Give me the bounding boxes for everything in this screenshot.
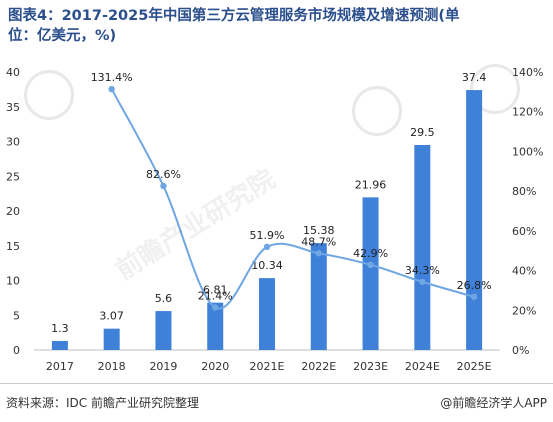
bar-value-label: 29.5 xyxy=(410,126,435,139)
bar xyxy=(51,340,68,350)
bar-value-label: 10.34 xyxy=(251,259,283,272)
bar-value-label: 5.6 xyxy=(155,292,173,305)
left-tick-label: 10 xyxy=(6,275,20,288)
x-tick-label: 2023E xyxy=(353,360,388,373)
x-tick-label: 2020 xyxy=(201,360,229,373)
combo-chart: 0 5 10 15 20 25 30 35 40 0% 20% 40% 60% 80% 100% 120% 14… xyxy=(6,66,543,373)
growth-point xyxy=(470,293,478,300)
watermark-logo-icon xyxy=(470,64,520,114)
bar xyxy=(259,278,275,350)
growth-value-label: 42.9% xyxy=(353,247,388,260)
left-tick-label: 35 xyxy=(6,101,20,114)
right-tick-label: 40% xyxy=(512,265,536,278)
left-tick-label: 5 xyxy=(13,309,20,322)
watermark-logo-icon xyxy=(24,70,74,120)
x-tick-label: 2017 xyxy=(46,360,74,373)
left-tick-label: 30 xyxy=(6,136,20,149)
bar xyxy=(362,197,379,350)
x-tick-label: 2025E xyxy=(457,360,492,373)
left-tick-label: 20 xyxy=(6,205,20,218)
growth-value-label: 82.6% xyxy=(146,168,181,181)
watermark-logo-icon xyxy=(352,86,402,136)
right-tick-label: 120% xyxy=(512,106,543,119)
right-tick-label: 80% xyxy=(512,185,536,198)
brand-credit: @前瞻经济学人APP xyxy=(440,396,547,410)
right-tick-label: 100% xyxy=(512,145,543,158)
right-tick-label: 140% xyxy=(512,66,543,79)
bar xyxy=(466,90,483,350)
left-tick-label: 15 xyxy=(6,240,20,253)
footer-divider xyxy=(0,383,553,384)
growth-point xyxy=(212,304,219,311)
right-tick-label: 20% xyxy=(512,304,536,317)
growth-point xyxy=(263,243,271,251)
x-tick-label: 2019 xyxy=(149,360,177,373)
right-tick-label: 0% xyxy=(512,344,529,357)
chart-title-line1: 图表4：2017-2025年中国第三方云管理服务市场规模及增速预测(单 xyxy=(8,8,460,24)
bar-value-label: 6.81 xyxy=(203,284,228,297)
growth-value-label: 51.9% xyxy=(250,229,285,242)
growth-point xyxy=(367,261,374,269)
growth-point xyxy=(108,85,115,93)
left-tick-label: 0 xyxy=(13,344,20,357)
bar-value-label: 21.96 xyxy=(355,178,387,191)
bar-value-label: 15.38 xyxy=(303,224,335,237)
source-note: 资料来源：IDC 前瞻产业研究院整理 xyxy=(6,396,199,410)
bar xyxy=(103,328,120,350)
left-tick-label: 25 xyxy=(6,170,20,183)
left-tick-label: 40 xyxy=(6,66,20,79)
x-tick-label: 2021E xyxy=(250,360,285,373)
bar xyxy=(155,311,172,350)
bar-value-label: 37.4 xyxy=(462,71,487,84)
bar xyxy=(207,302,224,350)
bar-value-label: 1.3 xyxy=(51,322,69,335)
growth-point xyxy=(419,278,426,286)
bar xyxy=(310,243,327,350)
growth-point xyxy=(160,182,167,190)
growth-value-label: 131.4% xyxy=(91,71,133,84)
chart-title: 图表4：2017-2025年中国第三方云管理服务市场规模及增速预测(单 位：亿美… xyxy=(8,6,548,46)
growth-value-label: 48.7% xyxy=(301,235,336,248)
chart-title-line2: 位：亿美元，%) xyxy=(8,28,117,44)
bar-value-label: 3.07 xyxy=(99,310,124,323)
bar xyxy=(414,144,431,350)
x-tick-label: 2024E xyxy=(405,360,440,373)
x-tick-label: 2018 xyxy=(98,360,126,373)
growth-point xyxy=(315,250,322,257)
x-tick-label: 2022E xyxy=(301,360,336,373)
growth-value-label: 34.3% xyxy=(405,264,440,277)
growth-value-label: 21.4% xyxy=(198,290,233,303)
right-tick-label: 60% xyxy=(512,225,536,238)
growth-value-label: 26.8% xyxy=(457,279,492,292)
